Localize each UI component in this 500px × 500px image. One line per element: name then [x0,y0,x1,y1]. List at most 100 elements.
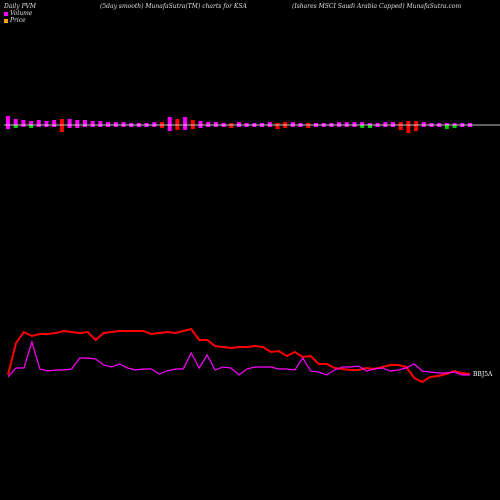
volume-bar-up [252,123,257,125]
volume-bar-down [36,125,41,127]
volume-bar-down [136,125,141,127]
volume-bar-up [414,121,419,125]
volume-bar-up [52,120,57,125]
volume-bar-down [44,125,49,127]
volume-bar-down [52,125,57,127]
volume-bar-down [337,125,342,127]
volume-bar-up [406,121,411,125]
legend-volume-swatch [4,11,8,16]
chart-header-middle: (5day smooth) MunafaSutra(TM) charts for… [100,3,247,10]
volume-bar-down [167,125,172,131]
volume-bar-down [298,125,303,127]
volume-bar-up [260,123,265,125]
volume-bar-up [468,123,472,125]
volume-bar-down [344,125,349,127]
volume-bar-down [21,125,26,127]
legend-price: Price [4,17,26,24]
volume-bar-up [167,117,172,125]
volume-bar-up [329,123,334,125]
volume-bar-up [75,120,80,125]
volume-bar-up [337,122,342,125]
volume-bar-down [360,125,365,128]
volume-bar-up [229,123,234,125]
volume-bar-down [406,125,411,133]
volume-bar-down [67,125,72,128]
volume-bar-down [90,125,95,127]
volume-bar-down [460,125,465,127]
volume-bar-down [398,125,403,130]
volume-bar-up [344,122,349,125]
volume-bar-down [352,125,357,127]
volume-bar-down [190,125,195,129]
volume-bar-down [314,125,318,127]
volume-bar-up [321,123,326,125]
volume-bar-down [375,125,380,127]
volume-bar-up [6,116,10,125]
volume-bar-down [213,125,218,127]
volume-bar-down [437,125,442,127]
volume-bar-up [383,122,388,125]
volume-bar-up [175,119,180,125]
volume-bar-up [398,122,403,125]
volume-bar-up [67,119,72,125]
volume-bar-up [83,120,87,125]
volume-bar-up [121,122,126,125]
volume-bar-down [283,125,288,128]
volume-bar-up [113,122,118,125]
volume-bar-down [421,125,426,127]
volume-bar-down [275,125,280,129]
volume-bar-down [452,125,457,128]
volume-bar-down [13,125,18,128]
end-label: BBJ5A [473,371,493,378]
price-line [7,327,471,384]
volume-line [7,339,470,378]
volume-bar-down [429,125,434,127]
legend-volume: Volume [4,10,32,17]
volume-bar-up [244,123,249,125]
volume-bar-down [175,125,180,130]
volume-bar-down [6,125,10,129]
volume-bar-up [452,123,457,125]
volume-bar-up [290,122,295,125]
volume-bar-up [421,122,426,125]
volume-bar-down [113,125,118,127]
volume-bar-down [391,125,395,127]
volume-bar-down [106,125,111,127]
volume-bar-up [136,123,141,125]
volume-bar-down [59,125,64,132]
volume-bar-up [21,120,26,125]
volume-bar-down [229,125,234,128]
volume-bar-up [29,121,34,125]
volume-bar-down [152,125,157,127]
volume-bar-up [213,122,218,125]
volume-bar-down [321,125,326,127]
volume-bar-up [275,123,280,125]
volume-bar-up [13,119,18,125]
volume-bar-up [44,121,49,125]
volume-bar-up [152,122,157,125]
chart-header-left: Daily PVM [4,3,37,10]
volume-bar-up [444,123,449,125]
volume-bar-up [429,123,434,125]
volume-bar-up [36,120,41,125]
volume-bar-up [221,123,226,125]
volume-bar-up [352,122,357,125]
volume-bar-up [144,123,149,125]
volume-bar-up [206,122,211,125]
volume-bar-up [367,123,372,125]
volume-bar-up [360,122,365,125]
volume-bar-up [283,122,288,125]
volume-bar-up [90,121,95,125]
volume-bar-up [59,119,64,125]
volume-bar-up [160,122,164,125]
volume-bar-down [383,125,388,127]
volume-bar-up [129,123,134,125]
legend-price-label: Price [10,17,26,24]
volume-bar-down [75,125,80,128]
volume-bar-up [460,123,465,125]
volume-bar-down [444,125,449,129]
volume-bar-up [314,123,318,125]
volume-bar-down [121,125,126,127]
